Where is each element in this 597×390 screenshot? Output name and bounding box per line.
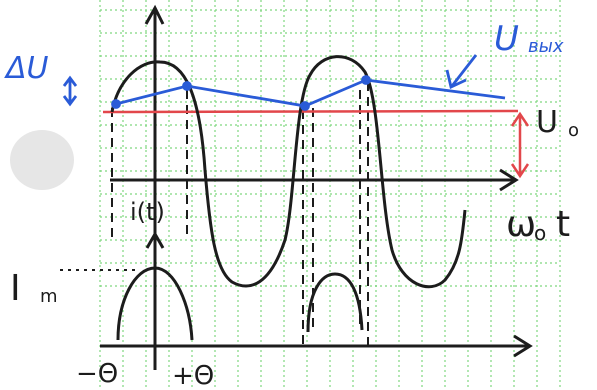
current-pulse-2 — [306, 272, 364, 333]
current-pulses — [116, 266, 364, 341]
omega-t-label-main: ω — [506, 204, 536, 245]
u0-label-sub: o — [568, 120, 579, 141]
u-out-label-sub: вых — [528, 36, 564, 57]
u-out-label-main: U — [494, 19, 519, 59]
u0-level — [102, 109, 530, 179]
im-label-sub: m — [40, 286, 58, 307]
dashed-drop-lines — [60, 82, 369, 348]
u-out-node — [361, 75, 371, 85]
u-out-node — [300, 101, 310, 111]
u-out-pointer-arrow — [445, 54, 478, 89]
im-label-main: I — [10, 268, 21, 309]
minus-theta-label: −Θ — [76, 359, 118, 389]
time-axis-lower-arrowhead — [513, 334, 533, 358]
voltage-axis-arrowhead — [144, 4, 165, 25]
u0-line — [102, 109, 519, 114]
labels: ΔU U вых U o ω o t i(t) I m −Θ +Θ — [4, 19, 579, 390]
u-out-node — [182, 81, 192, 91]
grid — [99, 0, 561, 390]
delta-u-label: ΔU — [4, 51, 49, 86]
u0-measure-arrow — [510, 111, 530, 179]
current-pulse-1 — [116, 266, 194, 341]
omega-t-label-t: t — [556, 204, 570, 245]
lower-axes — [100, 230, 533, 358]
grey-blob — [10, 130, 74, 190]
u0-label-main: U — [536, 105, 558, 140]
delta-u-arrow — [62, 75, 78, 107]
i-of-t-label: i(t) — [130, 198, 165, 226]
plus-theta-label: +Θ — [172, 361, 214, 390]
u-out-node — [111, 99, 121, 109]
current-axis-arrowhead — [145, 230, 165, 249]
upper-axes — [110, 4, 519, 370]
sinusoid-curve — [110, 55, 467, 289]
u-out-curve — [62, 54, 506, 111]
omega-t-label-sub: o — [534, 221, 546, 245]
omega-t-arrowhead — [499, 168, 519, 192]
